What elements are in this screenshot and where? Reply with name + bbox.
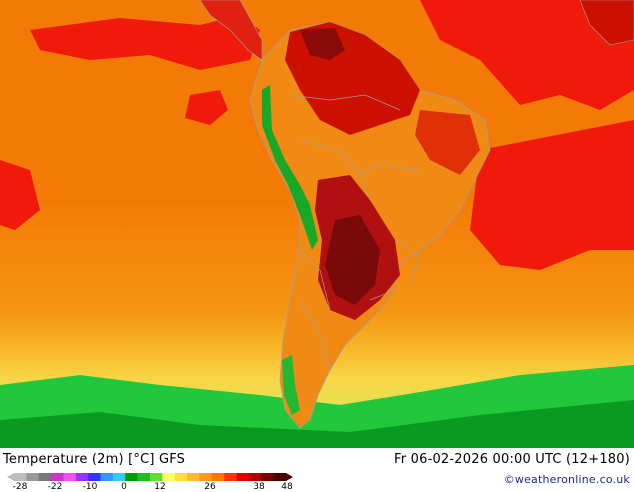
andes-strip [262,85,318,250]
country-borders [289,94,421,371]
atlantic-hot-band [420,0,634,110]
colorbar-segment [162,473,176,481]
south-atlantic-hot [470,120,634,270]
colorbar-tick-label: -28 [12,482,28,492]
coldest-band [0,400,634,448]
colorbar-segment [112,473,126,481]
colorbar-segment [174,473,188,481]
colorbar-segment [211,473,225,481]
valid-time: Fr 06-02-2026 00:00 UTC (12+180) [394,452,630,467]
colorbar-tick-label: 0 [121,482,127,492]
temperature-map [0,0,634,448]
andes-strip-south [282,355,300,415]
colorbar-right-arrow [286,473,293,481]
colorbar-segment [150,473,163,481]
colorbar-segment [26,473,40,481]
colorbar-segment [187,473,200,481]
colorbar-segment [261,473,275,481]
colorbar-segment [236,473,250,481]
colorbar-tick-label: 48 [281,482,293,492]
colorbar-segment [51,473,64,481]
central-america [199,0,263,61]
colorbar-tick-label: 12 [154,482,166,492]
colorbar-segment [199,473,213,481]
colorbar-left-arrow [7,473,14,481]
colorbar-tick-label: -10 [82,482,98,492]
colorbar-segment [248,473,262,481]
brazil-hot-patch [415,110,480,175]
colorbar-segment [224,473,238,481]
chaco-very-hot [325,215,380,305]
credit-link[interactable]: ©weatheronline.co.uk [503,473,630,486]
colorbar-tick-label: -22 [47,482,63,492]
map-canvas [0,0,634,448]
colorbar-tick-label: 38 [253,482,265,492]
colorbar-segment [100,473,114,481]
colorbar-segment [125,473,139,481]
very-hot-north [300,28,345,60]
pacific-hot-patch-2 [185,90,228,125]
caribbean-land [579,0,634,46]
color-scale-bar [7,473,293,481]
north-hot-band [30,15,260,70]
pacific-hot-patch [0,160,40,230]
map-title: Temperature (2m) [°C] GFS [3,452,186,467]
map-footer: Temperature (2m) [°C] GFS Fr 06-02-2026 … [0,448,634,490]
colorbar-segment [88,473,102,481]
colorbar-segment [137,473,151,481]
colorbar-segment [75,473,89,481]
colorbar-segment [273,473,287,481]
colorbar-segment [63,473,77,481]
colorbar-segment [38,473,52,481]
colorbar-segment [14,473,27,481]
colorbar-tick-label: 26 [204,482,216,492]
